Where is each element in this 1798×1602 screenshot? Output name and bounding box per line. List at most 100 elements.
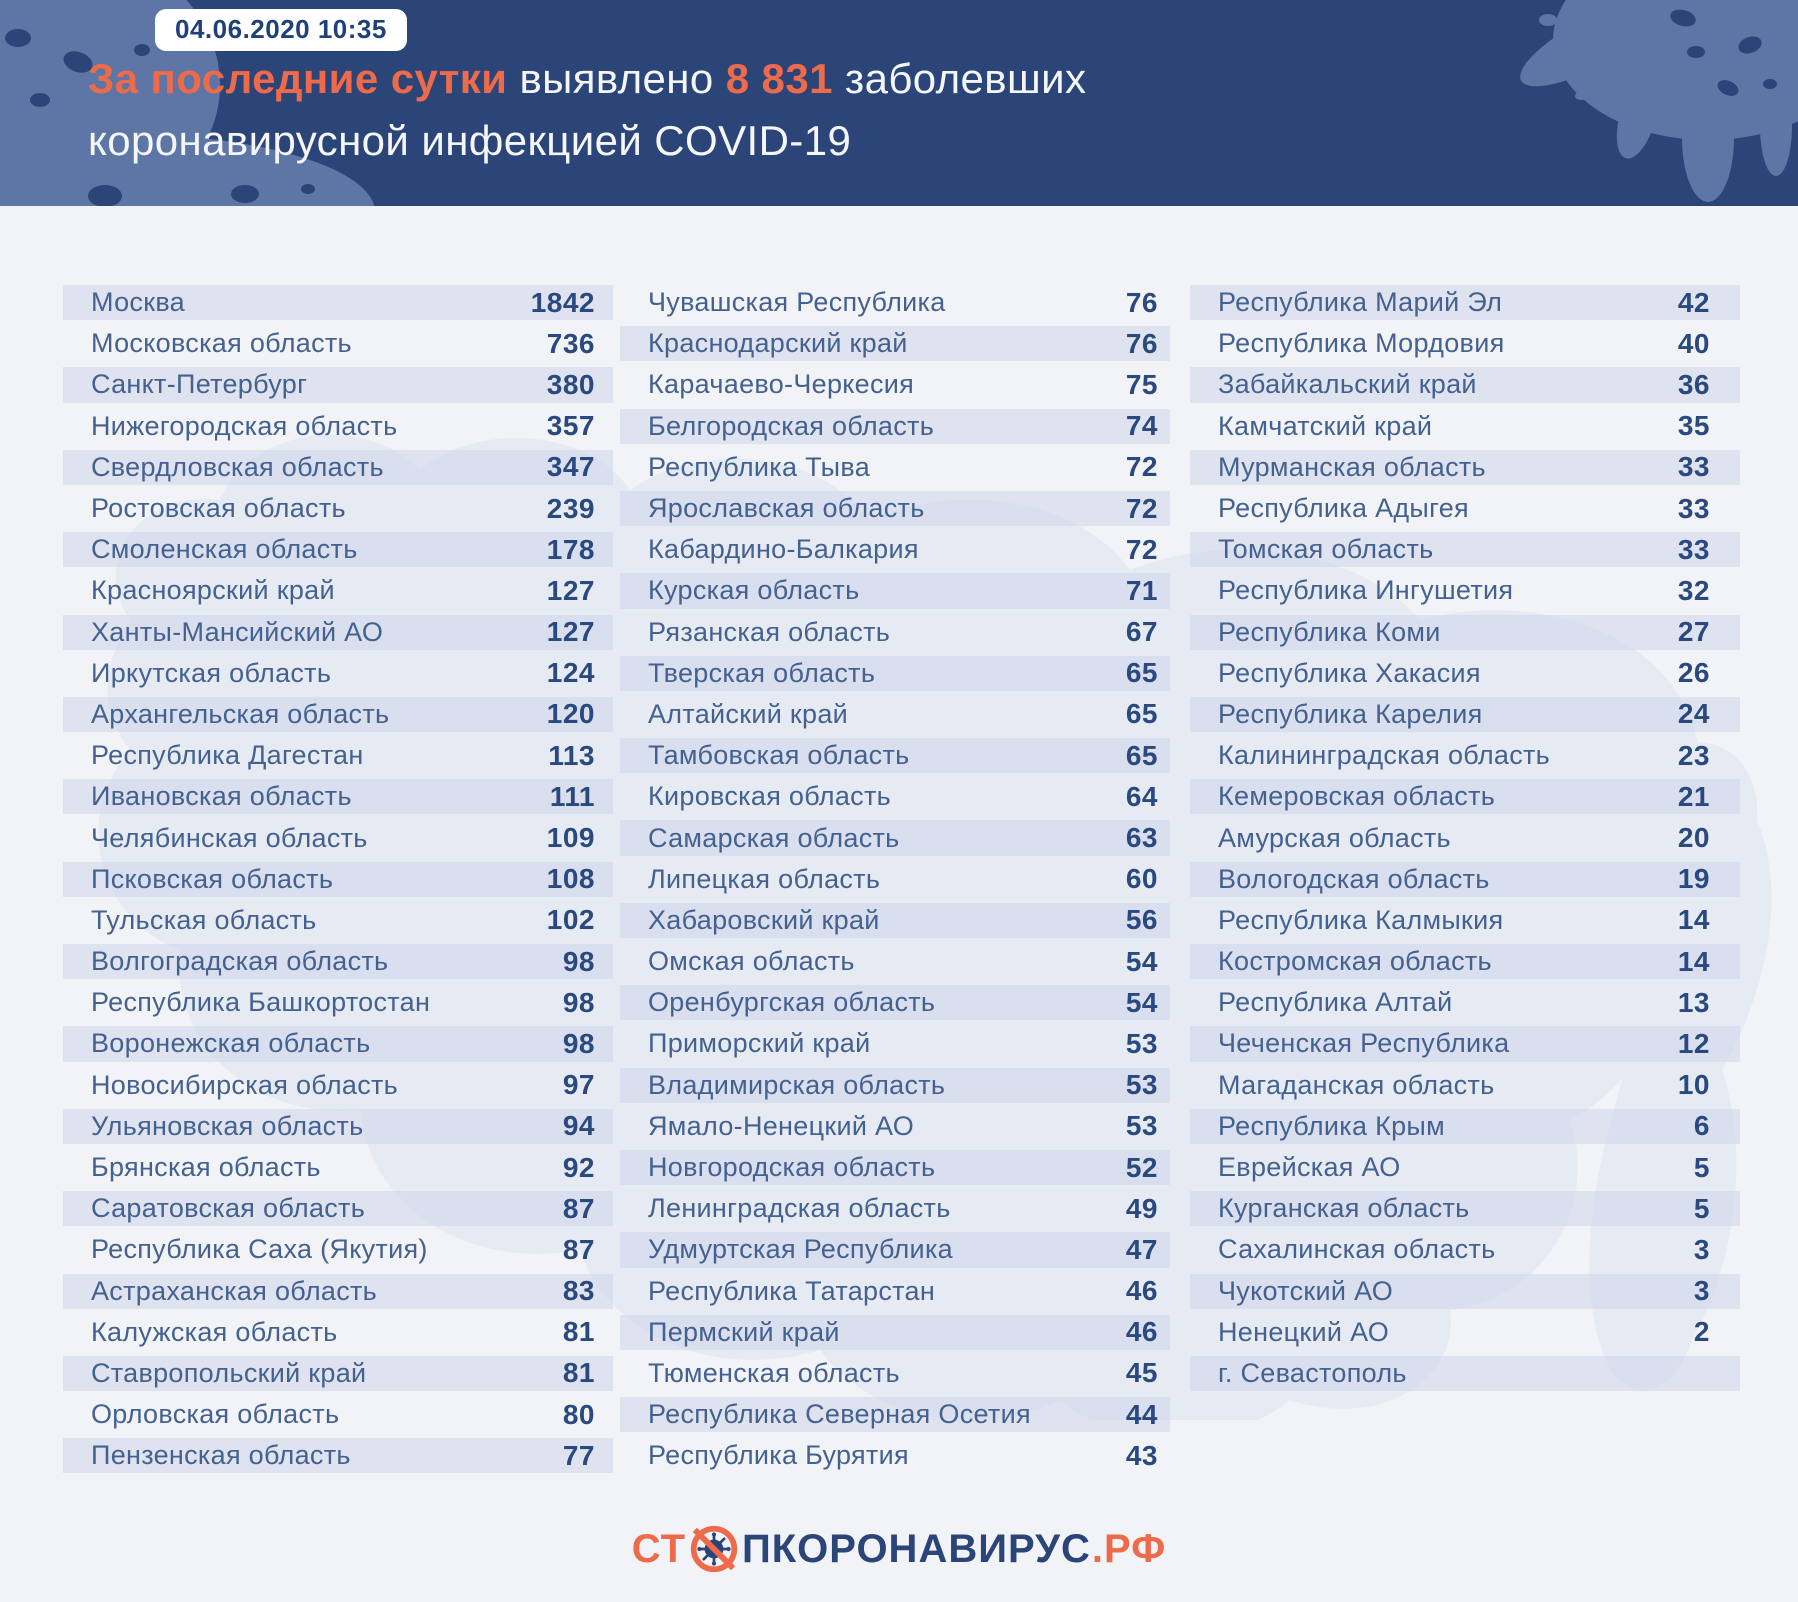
region-name: Забайкальский край [1218, 369, 1477, 400]
regions-column-3: Республика Марий Эл 42 Республика Мордовия… [1190, 282, 1740, 1394]
region-name: Псковская область [91, 863, 334, 894]
region-row: Ленинградская область 49 [620, 1188, 1170, 1229]
region-name: Томская область [1218, 534, 1434, 565]
region-name: Хабаровский край [648, 904, 880, 935]
region-name: Рязанская область [648, 616, 891, 647]
region-name: Еврейская АО [1218, 1152, 1401, 1183]
page-title: За последние сутки выявлено 8 831 заболе… [88, 48, 1086, 172]
region-row: Омская область 54 [620, 941, 1170, 982]
region-row: Оренбургская область 54 [620, 982, 1170, 1023]
region-name: Московская область [91, 328, 352, 359]
region-count: 83 [562, 1275, 595, 1307]
region-name: Москва [91, 287, 185, 318]
region-count: 102 [546, 904, 595, 936]
region-name: Пензенская область [91, 1440, 351, 1471]
region-count: 178 [546, 533, 595, 565]
region-count: 94 [562, 1110, 595, 1142]
region-name: Ивановская область [91, 781, 352, 812]
region-count: 52 [1125, 1151, 1158, 1183]
regions-column-1: Москва 1842 Московская область 736 Санкт-Пет… [63, 282, 613, 1476]
region-row: Республика Коми 27 [1190, 612, 1740, 653]
region-count: 13 [1677, 986, 1710, 1018]
region-row: Республика Марий Эл 42 [1190, 282, 1740, 323]
region-count: 5 [1693, 1192, 1710, 1224]
region-count: 127 [546, 574, 595, 606]
region-count: 380 [546, 368, 595, 400]
region-name: Магаданская область [1218, 1069, 1495, 1100]
region-count: 26 [1677, 657, 1710, 689]
region-name: Краснодарский край [648, 328, 908, 359]
region-count: 87 [562, 1233, 595, 1265]
region-row: Кемеровская область 21 [1190, 776, 1740, 817]
region-name: Костромская область [1218, 946, 1492, 977]
region-count: 98 [562, 1027, 595, 1059]
region-count: 14 [1677, 945, 1710, 977]
region-name: Волгоградская область [91, 946, 389, 977]
region-count: 120 [546, 698, 595, 730]
region-name: Оренбургская область [648, 987, 936, 1018]
region-row: Калининградская область 23 [1190, 735, 1740, 776]
region-row: Брянская область 92 [63, 1147, 613, 1188]
region-name: Тюменская область [648, 1357, 900, 1388]
region-row: Республика Адыгея 33 [1190, 488, 1740, 529]
region-count: 97 [562, 1069, 595, 1101]
region-count: 108 [546, 863, 595, 895]
region-name: Камчатский край [1218, 410, 1433, 441]
region-row: Республика Ингушетия 32 [1190, 570, 1740, 611]
regions-column-2: Чувашская Республика 76 Краснодарский край… [620, 282, 1170, 1476]
region-name: Воронежская область [91, 1028, 371, 1059]
datetime-badge: 04.06.2020 10:35 [155, 9, 407, 51]
logo-text-middle: ПКОРОНАВИРУС [742, 1526, 1091, 1571]
region-name: Ставропольский край [91, 1357, 367, 1388]
region-name: Красноярский край [91, 575, 335, 606]
region-name: Республика Саха (Якутия) [91, 1234, 428, 1265]
region-row: Ростовская область 239 [63, 488, 613, 529]
region-name: Новгородская область [648, 1152, 936, 1183]
region-count: 42 [1677, 286, 1710, 318]
region-row: Тамбовская область 65 [620, 735, 1170, 776]
region-name: Республика Алтай [1218, 987, 1453, 1018]
region-count: 1842 [530, 286, 595, 318]
region-row: Ханты-Мансийский АО 127 [63, 612, 613, 653]
region-row: Саратовская область 87 [63, 1188, 613, 1229]
region-count: 33 [1677, 533, 1710, 565]
region-count: 81 [562, 1357, 595, 1389]
region-row: Пермский край 46 [620, 1312, 1170, 1353]
region-name: Омская область [648, 946, 855, 977]
region-count: 21 [1677, 780, 1710, 812]
region-count: 80 [562, 1398, 595, 1430]
region-count: 49 [1125, 1192, 1158, 1224]
region-name: Ярославская область [648, 493, 925, 524]
region-count: 43 [1125, 1439, 1158, 1471]
region-row: Хабаровский край 56 [620, 900, 1170, 941]
region-row: Чувашская Республика 76 [620, 282, 1170, 323]
region-row: Приморский край 53 [620, 1023, 1170, 1064]
region-row: Республика Башкортостан 98 [63, 982, 613, 1023]
region-row: Москва 1842 [63, 282, 613, 323]
region-row: Ямало-Ненецкий АО 53 [620, 1106, 1170, 1147]
region-name: Сахалинская область [1218, 1234, 1496, 1265]
region-count: 98 [562, 945, 595, 977]
region-row: Амурская область 20 [1190, 817, 1740, 858]
title-mid: выявлено [507, 55, 726, 102]
region-count: 124 [546, 657, 595, 689]
region-row: Магаданская область 10 [1190, 1065, 1740, 1106]
title-tail: заболевших [832, 55, 1087, 102]
region-name: Тульская область [91, 904, 317, 935]
region-row: Ярославская область 72 [620, 488, 1170, 529]
region-row: Самарская область 63 [620, 817, 1170, 858]
region-row: Калужская область 81 [63, 1312, 613, 1353]
region-name: Республика Тыва [648, 451, 871, 482]
region-row: Московская область 736 [63, 323, 613, 364]
region-name: Чукотский АО [1218, 1275, 1394, 1306]
region-name: Санкт-Петербург [91, 369, 308, 400]
region-count: 72 [1125, 533, 1158, 565]
region-row: Удмуртская Республика 47 [620, 1229, 1170, 1270]
region-count: 44 [1125, 1398, 1158, 1430]
region-name: Республика Башкортостан [91, 987, 431, 1018]
region-row: Республика Дагестан 113 [63, 735, 613, 776]
region-row: Санкт-Петербург 380 [63, 364, 613, 405]
region-row: Нижегородская область 357 [63, 406, 613, 447]
region-count: 24 [1677, 698, 1710, 730]
region-row: Мурманская область 33 [1190, 447, 1740, 488]
